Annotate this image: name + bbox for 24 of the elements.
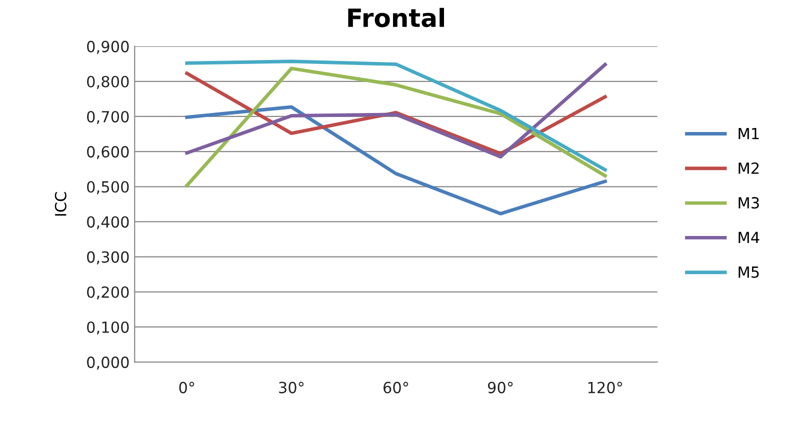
y-tick-label: 0,500 xyxy=(87,181,129,194)
y-tick-label: 0,900 xyxy=(87,40,129,54)
x-tick-label: 30° xyxy=(279,382,304,394)
line-series xyxy=(185,105,607,216)
y-tick-label: 0,100 xyxy=(87,321,129,335)
x-tick-label: 90° xyxy=(488,382,513,394)
x-tick-label: 120° xyxy=(588,382,622,394)
y-tick-label: 0,400 xyxy=(87,216,129,230)
legend-label: M3 xyxy=(738,197,759,209)
x-tick-label: 60° xyxy=(384,382,408,394)
y-tick-label: 0,000 xyxy=(87,356,129,370)
legend-label: M1 xyxy=(738,128,759,140)
y-tick-label: 0,800 xyxy=(87,76,129,89)
y-tick-label: 0,200 xyxy=(87,286,129,300)
y-tick-label: 0,300 xyxy=(87,251,129,264)
legend-label: M5 xyxy=(738,266,759,278)
y-axis-title: ICC xyxy=(54,192,66,216)
legend-label: M2 xyxy=(738,162,759,174)
y-tick-label: 0,700 xyxy=(87,110,129,124)
chart-title: Frontal xyxy=(348,8,444,28)
x-tick-label: 0° xyxy=(179,382,194,394)
line-series xyxy=(185,66,607,188)
legend-label: M4 xyxy=(738,232,760,244)
y-tick-label: 0,600 xyxy=(87,146,129,160)
